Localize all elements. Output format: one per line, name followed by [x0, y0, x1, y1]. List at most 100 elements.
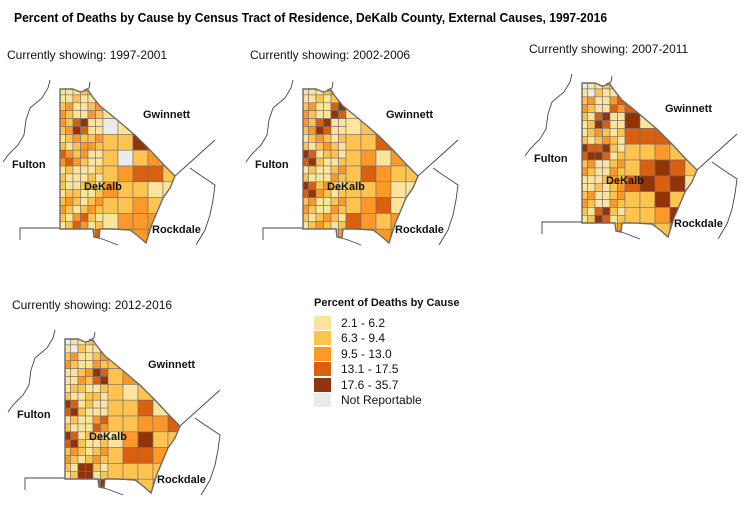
census-tract: [684, 159, 697, 177]
census-tract: [85, 455, 94, 464]
census-tract: [85, 478, 94, 488]
census-tract: [95, 165, 104, 175]
census-tract: [684, 143, 697, 161]
census-tract: [95, 197, 104, 206]
legend-swatch: [314, 393, 331, 408]
census-tract: [80, 149, 89, 159]
census-tract: [345, 165, 362, 183]
census-tract: [70, 463, 79, 472]
census-tract: [60, 157, 66, 167]
census-tract: [95, 134, 104, 143]
census-tract: [65, 415, 71, 425]
census-tract: [60, 181, 66, 191]
census-tract: [107, 339, 124, 354]
panel-caption: Currently showing: 2007-2011: [529, 42, 689, 56]
census-tract: [609, 136, 618, 145]
census-tract: [92, 392, 101, 401]
census-tract: [70, 439, 79, 448]
census-tract: [80, 228, 89, 238]
legend-item: 17.6 - 35.7: [314, 377, 460, 393]
legend-swatch: [314, 315, 331, 330]
census-tract: [60, 126, 66, 135]
census-tract: [582, 191, 588, 200]
census-tract: [375, 149, 392, 167]
census-tract: [117, 228, 134, 243]
census-tract: [65, 189, 74, 198]
census-tract: [587, 207, 596, 216]
census-tract: [669, 128, 686, 145]
label-rockdale: Rockdale: [152, 224, 201, 236]
census-tract: [308, 110, 317, 119]
census-tract: [375, 213, 392, 230]
census-tract: [60, 165, 66, 175]
census-tract: [375, 134, 392, 151]
census-tract: [602, 120, 611, 129]
census-tract: [77, 360, 86, 369]
census-tract: [137, 399, 154, 417]
legend-item: Not Reportable: [314, 393, 460, 409]
census-tract: [95, 89, 104, 96]
census-tract: [330, 142, 339, 151]
census-tract: [323, 236, 332, 243]
census-tract: [303, 197, 309, 206]
census-tract: [65, 236, 74, 243]
legend-item: 6.3 - 9.4: [314, 331, 460, 347]
census-tract: [360, 213, 377, 230]
census-tract: [594, 191, 603, 200]
census-tract: [303, 181, 309, 191]
census-tract: [315, 94, 324, 104]
census-tract: [122, 463, 139, 480]
census-tract: [303, 165, 309, 175]
census-tract: [72, 228, 81, 238]
census-tract: [72, 118, 81, 127]
census-tract: [360, 197, 377, 214]
census-tract: [360, 134, 377, 151]
census-tract: [315, 110, 324, 119]
census-tract: [587, 159, 596, 169]
census-tract: [609, 104, 618, 113]
census-tract: [60, 149, 66, 159]
census-tract: [594, 143, 603, 153]
census-tract: [617, 199, 626, 208]
census-tract: [92, 360, 101, 369]
census-tract: [582, 222, 588, 232]
census-tract: [60, 94, 66, 104]
legend-swatch: [314, 362, 331, 377]
census-tract: [624, 83, 641, 98]
census-tract: [152, 399, 169, 417]
census-tract: [315, 181, 324, 191]
census-tract: [390, 89, 407, 104]
census-tract: [617, 104, 626, 113]
census-tract: [70, 344, 79, 354]
census-tract: [582, 104, 588, 113]
census-tract: [65, 463, 71, 472]
census-tract: [609, 230, 618, 237]
census-tract: [92, 463, 101, 472]
census-tract: [87, 236, 96, 243]
census-tract: [77, 415, 86, 425]
census-tract: [72, 189, 81, 198]
census-tract: [684, 83, 697, 98]
census-tract: [80, 142, 89, 151]
census-tract: [77, 344, 86, 354]
census-tract: [60, 173, 66, 183]
census-tract: [315, 221, 324, 230]
figure-title: Percent of Deaths by Cause by Census Tra…: [14, 10, 608, 25]
census-tract: [72, 94, 81, 104]
census-tract: [85, 352, 94, 361]
census-tract: [100, 471, 109, 480]
census-tract: [132, 149, 149, 167]
census-tract: [65, 384, 71, 393]
census-tract: [65, 447, 71, 456]
census-tract: [122, 339, 139, 354]
census-tract: [624, 207, 641, 224]
census-tract: [323, 134, 332, 143]
census-tract: [617, 215, 626, 224]
census-tract: [594, 96, 603, 105]
census-tract: [80, 213, 89, 222]
label-dekalb: DeKalb: [84, 181, 122, 193]
census-tract: [72, 110, 81, 119]
census-tract: [65, 126, 74, 135]
census-tract: [72, 221, 81, 230]
census-tract: [122, 352, 139, 369]
